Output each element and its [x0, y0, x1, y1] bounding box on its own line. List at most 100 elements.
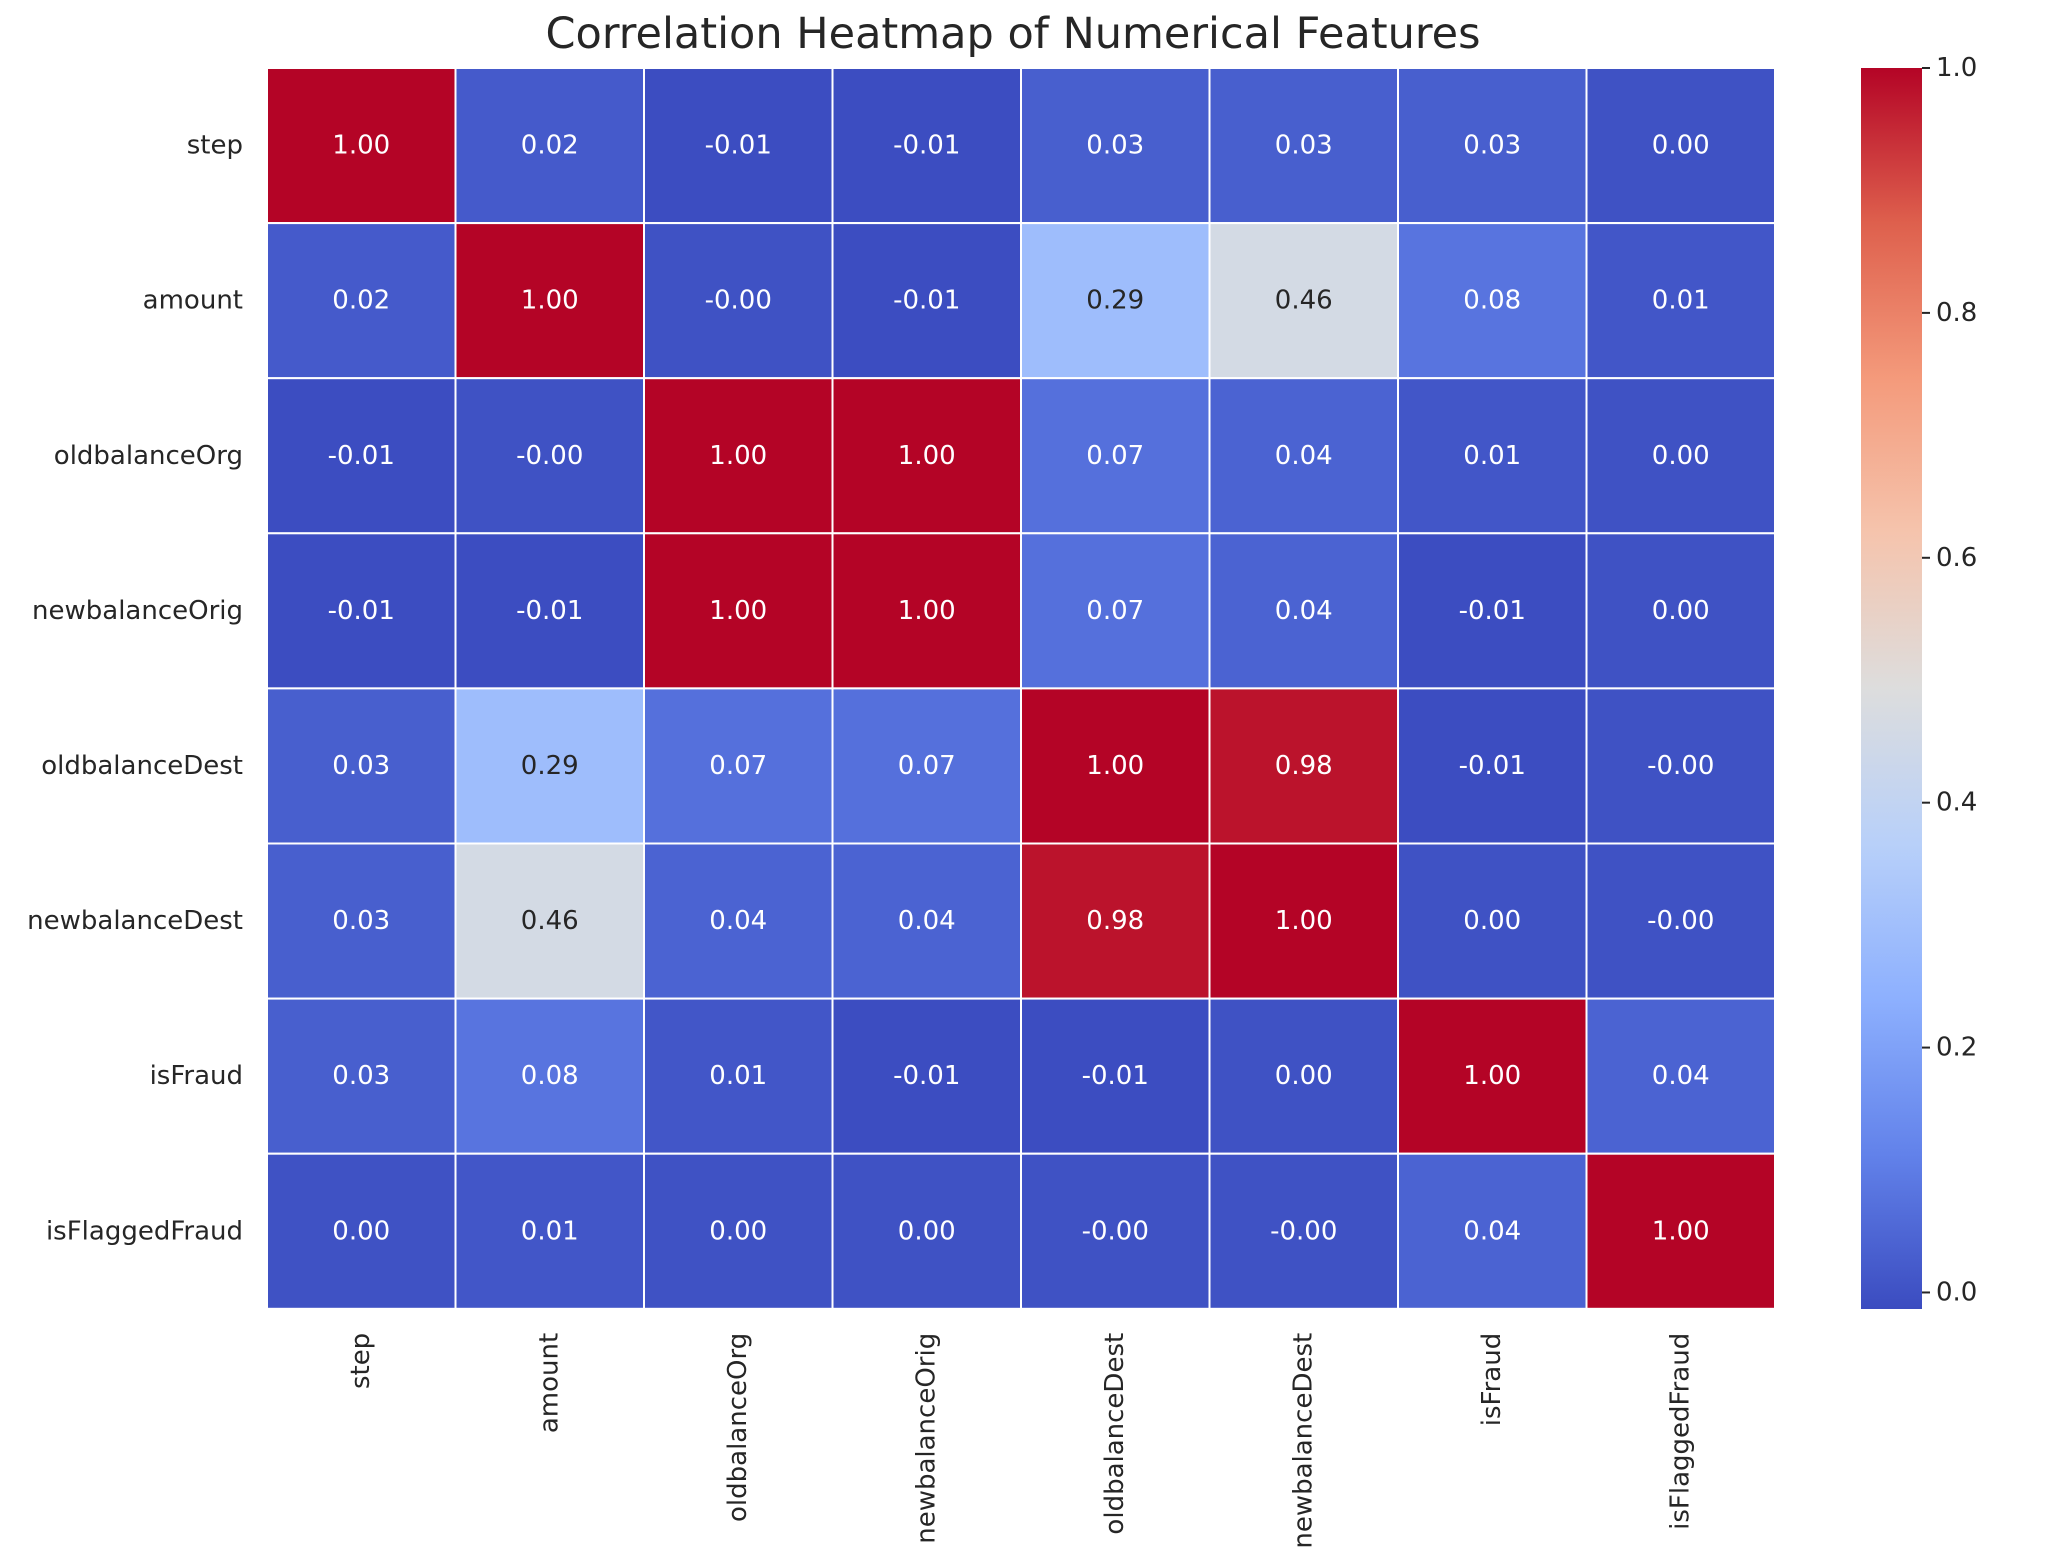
heatmap-cell — [831, 1152, 1022, 1310]
heatmap-cell — [831, 67, 1022, 225]
heatmap-cell — [643, 532, 834, 690]
cell-value-label: 0.29 — [521, 751, 579, 781]
colorbar-tick-label: 0.0 — [1936, 1277, 1977, 1307]
column-tick-label: isFraud — [1477, 1333, 1507, 1426]
colorbar-tick-label: 0.4 — [1936, 788, 1977, 818]
row-tick-label: step — [187, 131, 243, 161]
heatmap-cell — [1208, 67, 1399, 225]
heatmap-cell — [643, 687, 834, 845]
cell-value-label: 0.08 — [521, 1061, 579, 1091]
cell-value-label: -0.01 — [1459, 596, 1526, 626]
cell-value-label: 0.08 — [1463, 286, 1521, 316]
cell-value-label: 0.03 — [1086, 131, 1144, 161]
column-tick-label: oldbalanceDest — [1100, 1333, 1130, 1535]
heatmap-cell — [1020, 1152, 1211, 1310]
heatmap-cells — [266, 67, 1776, 1310]
heatmap-cell — [1397, 997, 1588, 1155]
column-tick-label: isFlaggedFraud — [1666, 1333, 1696, 1530]
cell-value-label: 1.00 — [332, 131, 390, 161]
cell-value-label: 0.04 — [1652, 1061, 1710, 1091]
cell-value-label: 0.07 — [709, 751, 767, 781]
cell-value-label: 0.04 — [1275, 596, 1333, 626]
cell-value-label: 0.01 — [1652, 286, 1710, 316]
heatmap-cell — [643, 997, 834, 1155]
colorbar-tick-label: 1.0 — [1936, 53, 1977, 83]
cell-value-label: 1.00 — [709, 441, 767, 471]
cell-value-label: -0.01 — [1459, 751, 1526, 781]
cell-value-label: 0.04 — [1275, 441, 1333, 471]
cell-value-label: 0.03 — [332, 751, 390, 781]
chart-title: Correlation Heatmap of Numerical Feature… — [546, 9, 1481, 59]
row-tick-label: oldbalanceDest — [41, 751, 243, 781]
heatmap-cell — [1020, 997, 1211, 1155]
cell-value-label: 1.00 — [1463, 1061, 1521, 1091]
cell-value-label: 1.00 — [1275, 906, 1333, 936]
heatmap-cell — [1020, 687, 1211, 845]
cell-value-label: 0.03 — [1275, 131, 1333, 161]
colorbar-tick-label: 0.8 — [1936, 298, 1977, 328]
cell-value-label: -0.00 — [705, 286, 772, 316]
cell-value-label: 0.00 — [332, 1216, 390, 1246]
heatmap-cell — [1020, 67, 1211, 225]
heatmap-cell — [266, 997, 457, 1155]
cell-value-label: -0.01 — [328, 441, 395, 471]
cell-value-label: 1.00 — [898, 441, 956, 471]
heatmap-cell — [1397, 687, 1588, 845]
heatmap-cell — [643, 1152, 834, 1310]
heatmap-cell — [454, 997, 645, 1155]
cell-value-label: 1.00 — [1652, 1216, 1710, 1246]
cell-value-label: 0.98 — [1086, 906, 1144, 936]
cell-value-label: 0.00 — [709, 1216, 767, 1246]
heatmap-cell — [831, 377, 1022, 535]
cell-value-label: -0.01 — [893, 131, 960, 161]
heatmap-cell — [1020, 842, 1211, 1000]
heatmap-cell — [1020, 377, 1211, 535]
heatmap-cell — [266, 377, 457, 535]
cell-value-label: 1.00 — [709, 596, 767, 626]
heatmap-cell — [1585, 67, 1776, 225]
cell-value-label: 0.02 — [332, 286, 390, 316]
heatmap-cell — [1397, 842, 1588, 1000]
row-tick-label: newbalanceOrig — [32, 596, 243, 626]
cell-value-label: 0.03 — [332, 906, 390, 936]
cell-value-label: 0.07 — [1086, 441, 1144, 471]
heatmap-cell — [266, 1152, 457, 1310]
cell-value-label: 0.03 — [332, 1061, 390, 1091]
cell-value-label: 0.46 — [1275, 286, 1333, 316]
colorbar: 0.0 0.2 0.4 0.6 0.8 1.0 — [1861, 53, 1977, 1309]
heatmap-cell — [454, 67, 645, 225]
column-tick-label: newbalanceDest — [1289, 1333, 1319, 1549]
heatmap-cell — [831, 222, 1022, 380]
colorbar-tick-label: 0.2 — [1936, 1033, 1977, 1063]
cell-value-label: 0.04 — [709, 906, 767, 936]
cell-value-label: 0.00 — [1275, 1061, 1333, 1091]
heatmap-cell — [643, 67, 834, 225]
heatmap-cell — [454, 377, 645, 535]
cell-value-label: 0.02 — [521, 131, 579, 161]
heatmap-cell — [1585, 222, 1776, 380]
row-tick-label: isFlaggedFraud — [46, 1216, 243, 1246]
heatmap-cell — [1208, 687, 1399, 845]
cell-value-label: 0.00 — [1652, 596, 1710, 626]
heatmap-cell — [454, 842, 645, 1000]
cell-value-label: -0.00 — [1647, 751, 1714, 781]
cell-value-label: 0.04 — [1463, 1216, 1521, 1246]
cell-value-label: 0.04 — [898, 906, 956, 936]
heatmap-cell — [831, 687, 1022, 845]
cell-value-label: 0.01 — [709, 1061, 767, 1091]
heatmap-cell — [1585, 687, 1776, 845]
heatmap-cell — [1585, 377, 1776, 535]
cell-value-label: 1.00 — [898, 596, 956, 626]
row-tick-label: newbalanceDest — [27, 906, 243, 936]
cell-value-label: -0.00 — [1647, 906, 1714, 936]
cell-value-label: 0.00 — [1652, 441, 1710, 471]
column-tick-labels: step amount oldbalanceOrg newbalanceOrig old… — [346, 1333, 1696, 1549]
cell-value-label: 0.00 — [1463, 906, 1521, 936]
heatmap-cell — [831, 532, 1022, 690]
colorbar-ticks: 0.0 0.2 0.4 0.6 0.8 1.0 — [1922, 53, 1977, 1307]
heatmap-cell — [1208, 1152, 1399, 1310]
heatmap-cell — [643, 842, 834, 1000]
colorbar-tick-label: 0.6 — [1936, 543, 1977, 573]
heatmap-cell — [1208, 997, 1399, 1155]
